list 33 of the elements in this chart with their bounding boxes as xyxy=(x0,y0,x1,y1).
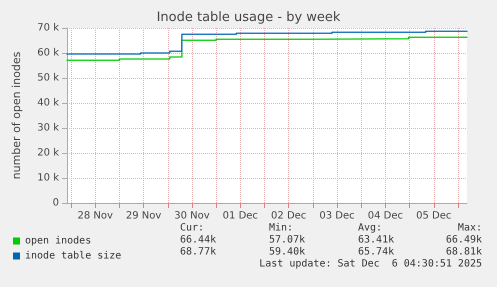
x-tick-label: 28 Nov xyxy=(78,210,114,222)
text: 65.74k xyxy=(358,246,394,258)
y-tick-label: 30 k xyxy=(37,122,60,134)
y-tick-label: 10 k xyxy=(37,172,60,184)
legend-label: inode table size xyxy=(25,250,122,262)
text: Min: xyxy=(269,222,294,234)
y-tick-label: 20 k xyxy=(37,148,60,158)
x-tick-label: 03 Dec xyxy=(319,210,355,222)
text: Last update: Sat Dec 6 04:30:51 2025 xyxy=(259,258,482,270)
text: 68.77k xyxy=(180,246,216,258)
text: 59.40k xyxy=(269,246,306,258)
y-tick-label: 60 k xyxy=(37,48,60,58)
legend-label: open inodes xyxy=(25,236,92,246)
x-tick-label: 02 Dec xyxy=(271,210,306,222)
text: 57.07k xyxy=(269,234,306,246)
x-tick-label: 30 Nov xyxy=(174,210,210,222)
x-tick-label: 29 Nov xyxy=(126,210,162,222)
text: 66.44k xyxy=(180,234,216,246)
y-tick-label: 40 k xyxy=(37,98,60,108)
x-tick-label: 04 Dec xyxy=(368,210,404,222)
text: 63.41k xyxy=(358,234,394,246)
text: Avg: xyxy=(358,222,382,234)
text: 68.81k xyxy=(446,246,482,258)
x-tick-label: 05 Dec xyxy=(416,210,452,222)
y-tick-label: 70 k xyxy=(37,22,60,34)
y-tick-label: 50 k xyxy=(37,72,60,84)
x-tick-label: 01 Dec xyxy=(222,210,258,222)
text: Cur: xyxy=(180,222,204,234)
y-tick-label: 0 xyxy=(52,198,59,208)
text: 66.49k xyxy=(446,234,482,246)
chart-title: Inode table usage - by week xyxy=(156,10,341,25)
y-axis-title: number of open inodes xyxy=(10,51,23,180)
text: Max: xyxy=(458,222,482,234)
